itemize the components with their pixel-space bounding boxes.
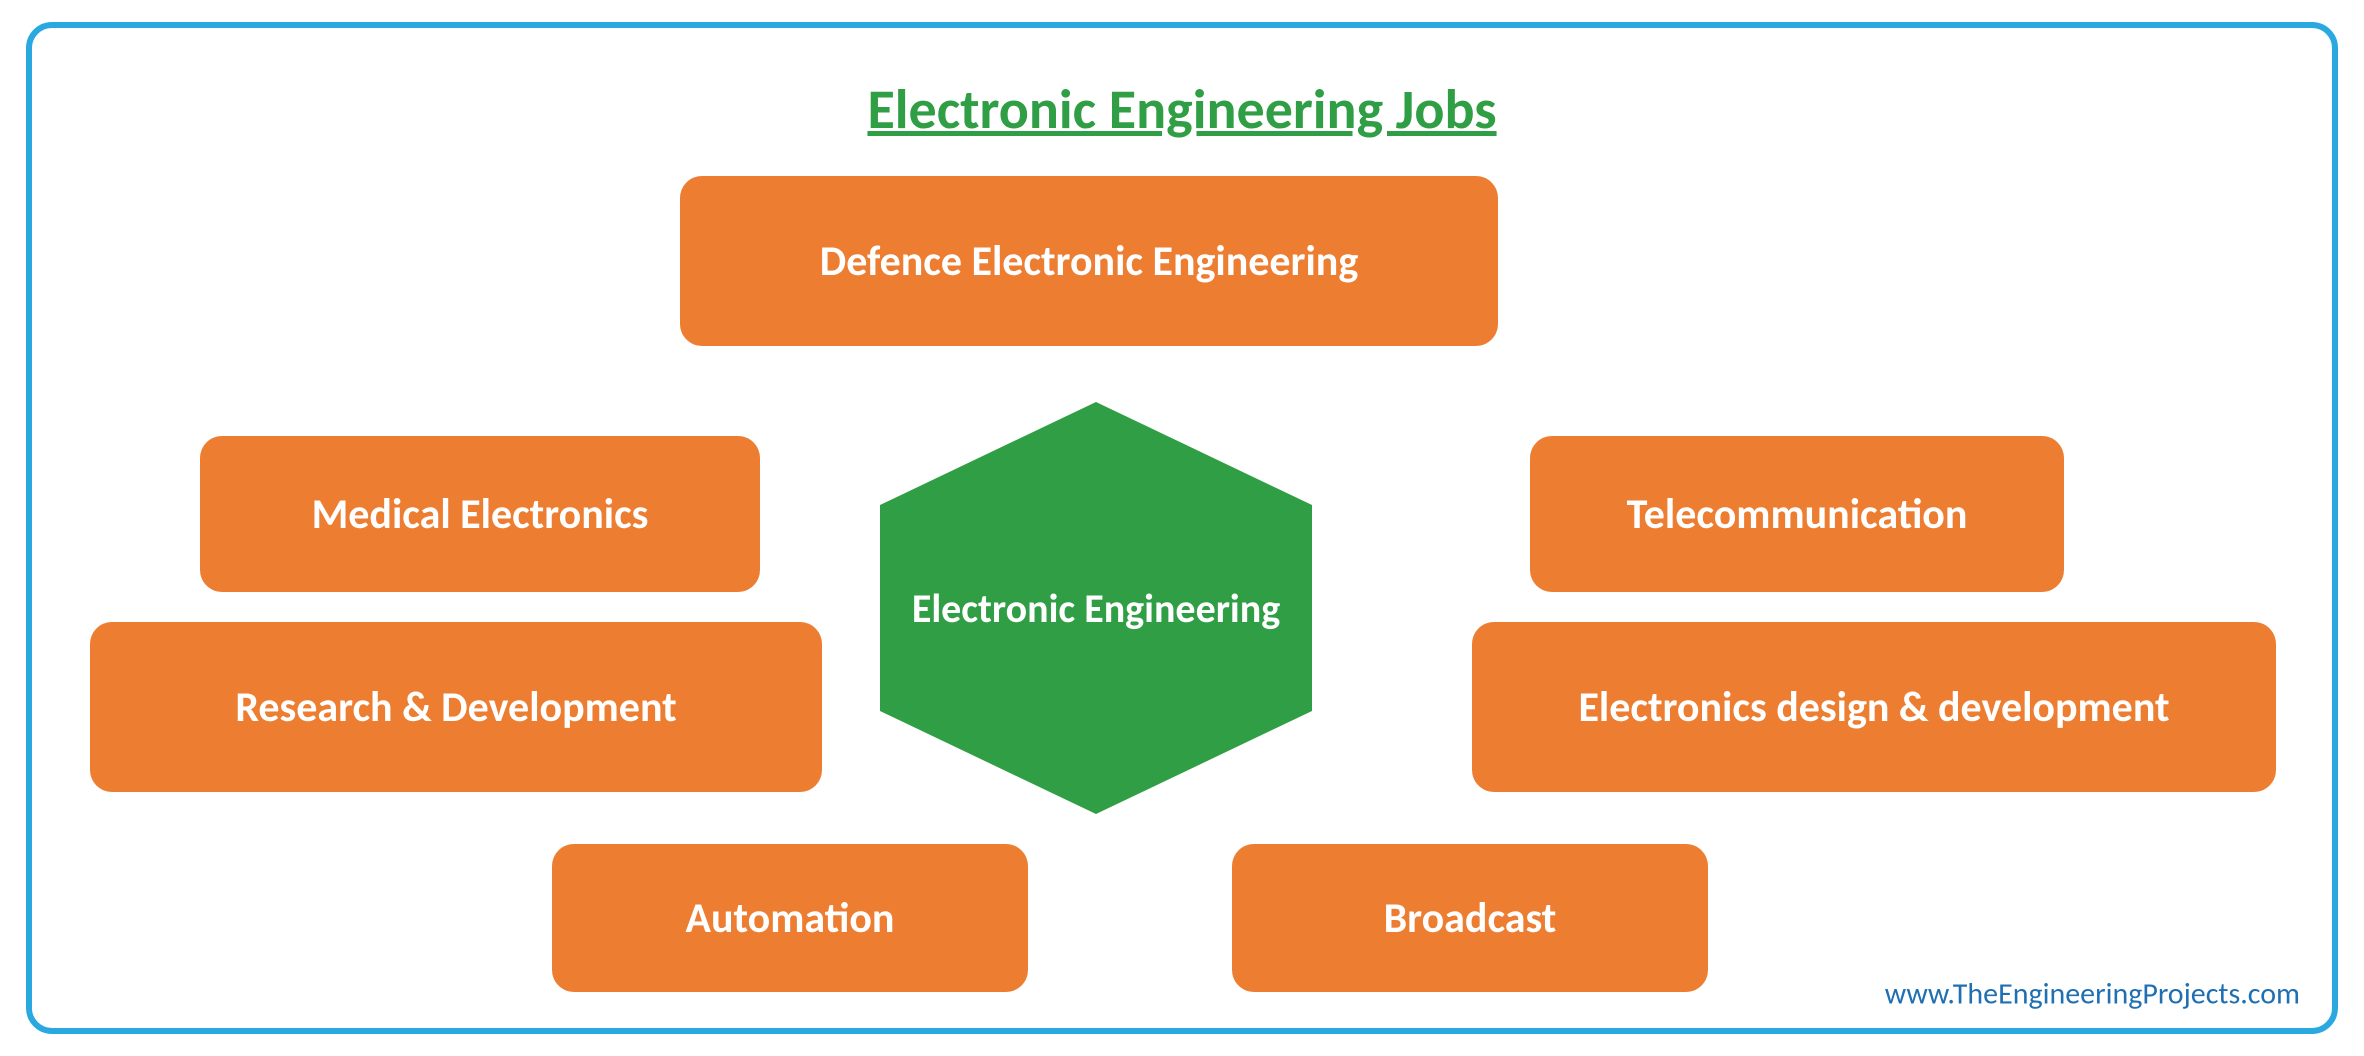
diagram-title: Electronic Engineering Jobs	[867, 76, 1496, 144]
center-node: Electronic Engineering	[880, 402, 1312, 814]
watermark-link[interactable]: www.TheEngineeringProjects.com	[1885, 976, 2300, 1013]
node-label: Research & Development	[235, 682, 676, 733]
center-node-label: Electronic Engineering	[912, 584, 1280, 633]
node-design: Electronics design & development	[1472, 622, 2276, 792]
node-automation: Automation	[552, 844, 1028, 992]
node-telecom: Telecommunication	[1530, 436, 2064, 592]
center-node-shape: Electronic Engineering	[880, 402, 1312, 814]
node-defence: Defence Electronic Engineering	[680, 176, 1498, 346]
node-broadcast: Broadcast	[1232, 844, 1708, 992]
node-label: Telecommunication	[1627, 489, 1968, 540]
node-medical: Medical Electronics	[200, 436, 760, 592]
node-research: Research & Development	[90, 622, 822, 792]
node-label: Automation	[686, 893, 895, 944]
node-label: Electronics design & development	[1578, 682, 2169, 733]
node-label: Defence Electronic Engineering	[820, 236, 1359, 287]
node-label: Medical Electronics	[312, 489, 649, 540]
node-label: Broadcast	[1384, 893, 1557, 944]
